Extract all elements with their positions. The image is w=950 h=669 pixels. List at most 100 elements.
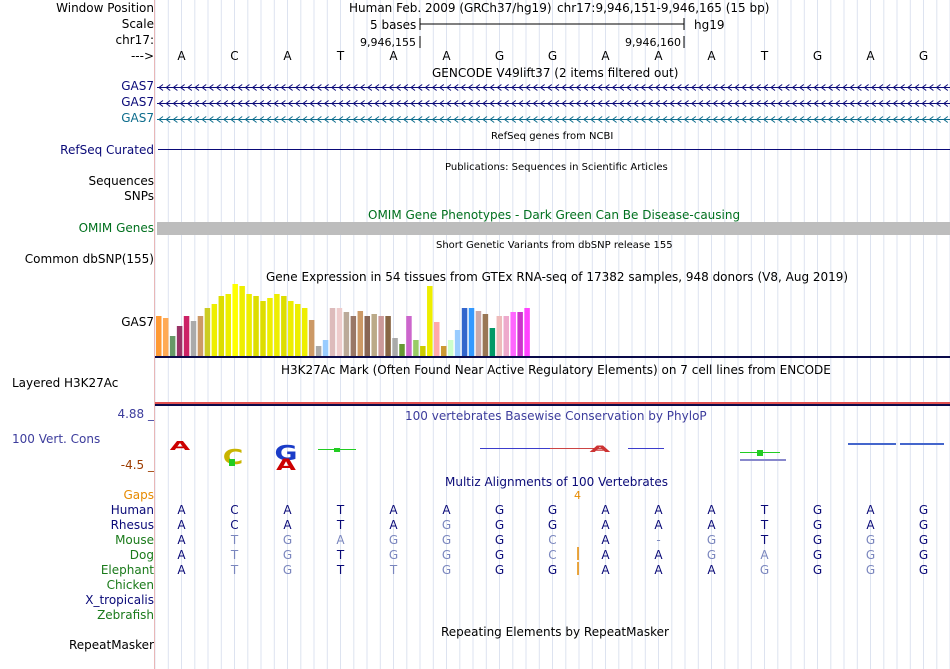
gtex-bar-t37[interactable]: [406, 316, 412, 356]
alignment-base-dog: A: [654, 548, 663, 562]
species-label-xtropicalis[interactable]: X_tropicalis: [85, 593, 154, 607]
species-label-mouse[interactable]: Mouse: [115, 533, 154, 547]
gtex-bar-t7[interactable]: [197, 316, 204, 356]
omim-gene-bar[interactable]: [157, 222, 950, 235]
alignment-base-dog: A: [760, 548, 769, 562]
omim-track-title: OMIM Gene Phenotypes - Dark Green Can Be…: [368, 208, 741, 222]
gtex-bar-t15[interactable]: [253, 296, 259, 356]
gtex-bar-t48[interactable]: [482, 314, 489, 356]
gas7-transcript-1[interactable]: [157, 84, 950, 91]
omim-track-label[interactable]: OMIM Genes: [78, 221, 154, 235]
gtex-bar-t53[interactable]: [517, 312, 523, 356]
gap-markers: [577, 547, 579, 575]
snps-track-label[interactable]: SNPs: [124, 189, 154, 203]
gtex-bar-t45[interactable]: [461, 308, 468, 356]
dbsnp-track-label[interactable]: Common dbSNP(155): [24, 252, 154, 266]
gtex-bar-t47[interactable]: [475, 311, 482, 356]
gtex-bar-t16[interactable]: [260, 301, 266, 356]
gtex-bar-t38[interactable]: [413, 340, 419, 356]
gas7-transcript-3[interactable]: [157, 116, 950, 123]
gtex-bar-t20[interactable]: [288, 301, 294, 356]
gtex-bar-t11[interactable]: [225, 294, 232, 356]
gtex-bar-t10[interactable]: [218, 296, 225, 356]
gtex-bar-t26[interactable]: [329, 308, 336, 356]
gtex-bar-t6[interactable]: [190, 321, 197, 356]
gene-label-gas7-2[interactable]: GAS7: [121, 95, 154, 109]
gtex-bar-t36[interactable]: [399, 344, 405, 356]
gtex-bar-t22[interactable]: [301, 308, 308, 356]
refseq-gene-line[interactable]: [158, 149, 950, 150]
gtex-bar-t51[interactable]: [503, 316, 510, 356]
gtex-bar-t44[interactable]: [454, 330, 461, 356]
gtex-bar-t3[interactable]: [169, 336, 176, 356]
gtex-bar-t40[interactable]: [427, 286, 433, 356]
reference-base: C: [230, 49, 239, 63]
gtex-bar-t29[interactable]: [350, 316, 357, 356]
alignment-base-rhesus: A: [283, 518, 292, 532]
gencode-transcripts[interactable]: [155, 84, 950, 126]
h3k27ac-baseline: [155, 404, 950, 406]
gtex-bar-t21[interactable]: [295, 304, 301, 356]
gtex-bar-t46[interactable]: [468, 308, 475, 356]
alignment-base-mouse: C: [548, 533, 557, 547]
gtex-bar-t32[interactable]: [371, 314, 377, 356]
gas7-transcript-2[interactable]: [157, 100, 950, 107]
gtex-bar-t34[interactable]: [385, 316, 391, 356]
gtex-bar-t50[interactable]: [496, 316, 503, 356]
gtex-bar-t25[interactable]: [322, 340, 329, 356]
gtex-bar-t4[interactable]: [176, 326, 183, 356]
gtex-bar-t17[interactable]: [267, 298, 273, 356]
species-label-dog[interactable]: Dog: [129, 548, 154, 562]
alignment-base-elephant: T: [389, 563, 398, 577]
gtex-bar-t23[interactable]: [308, 320, 315, 356]
alignment-base-human: G: [547, 503, 558, 517]
gtex-bar-t12[interactable]: [232, 284, 238, 356]
logo-base-a-3: A: [590, 444, 611, 455]
gtex-bar-t30[interactable]: [357, 311, 364, 356]
gtex-bar-t49[interactable]: [489, 328, 496, 356]
gene-label-gas7-1[interactable]: GAS7: [121, 79, 154, 93]
h3k27ac-track-title: H3K27Ac Mark (Often Found Near Active Re…: [281, 363, 831, 377]
gtex-bar-t19[interactable]: [281, 296, 287, 356]
refseq-track-label[interactable]: RefSeq Curated: [60, 143, 154, 157]
gtex-bar-t5[interactable]: [183, 316, 190, 356]
alignment-base-elephant: G: [812, 563, 823, 577]
gtex-bar-t1[interactable]: [156, 316, 162, 356]
scale-bar: [419, 18, 685, 48]
h3k27ac-track-label[interactable]: Layered H3K27Ac: [12, 376, 119, 390]
gtex-gene-label[interactable]: GAS7: [121, 315, 154, 329]
species-label-zebrafish[interactable]: Zebrafish: [97, 608, 154, 622]
gtex-bar-t27[interactable]: [336, 308, 343, 356]
gtex-bar-t43[interactable]: [447, 340, 454, 356]
gtex-bar-t31[interactable]: [364, 316, 371, 356]
gtex-bar-t35[interactable]: [392, 338, 398, 356]
gtex-bar-t33[interactable]: [378, 316, 384, 356]
gtex-bar-t39[interactable]: [420, 346, 426, 356]
species-label-chicken[interactable]: Chicken: [106, 578, 154, 592]
gtex-bar-chart[interactable]: [155, 0, 950, 360]
gene-label-gas7-3[interactable]: GAS7: [121, 111, 154, 125]
alignment-base-rhesus: T: [760, 518, 769, 532]
gtex-bar-t13[interactable]: [239, 286, 245, 356]
gtex-bar-t2[interactable]: [162, 318, 169, 356]
gtex-bar-t41[interactable]: [434, 322, 440, 356]
gtex-bar-t18[interactable]: [274, 294, 280, 356]
gtex-bar-t14[interactable]: [246, 294, 252, 356]
gtex-bar-t8[interactable]: [204, 308, 211, 356]
gtex-bar-t28[interactable]: [343, 312, 350, 356]
alignment-base-elephant: T: [230, 563, 239, 577]
alignment-base-rhesus: G: [918, 518, 929, 532]
alignment-base-human: A: [177, 503, 186, 517]
sequences-track-label[interactable]: Sequences: [88, 174, 154, 188]
conservation-track-label[interactable]: 100 Vert. Cons: [12, 432, 101, 446]
gtex-bar-t42[interactable]: [440, 346, 447, 356]
species-label-rhesus[interactable]: Rhesus: [110, 518, 154, 532]
species-label-elephant[interactable]: Elephant: [100, 563, 154, 577]
species-label-human[interactable]: Human: [110, 503, 154, 517]
gtex-bar-t24[interactable]: [315, 346, 322, 356]
gtex-bar-t54[interactable]: [524, 308, 530, 356]
alignment-base-elephant: G: [918, 563, 929, 577]
repeatmasker-track-label[interactable]: RepeatMasker: [68, 638, 154, 652]
gtex-bar-t52[interactable]: [510, 312, 516, 356]
gtex-bar-t9[interactable]: [211, 304, 218, 356]
